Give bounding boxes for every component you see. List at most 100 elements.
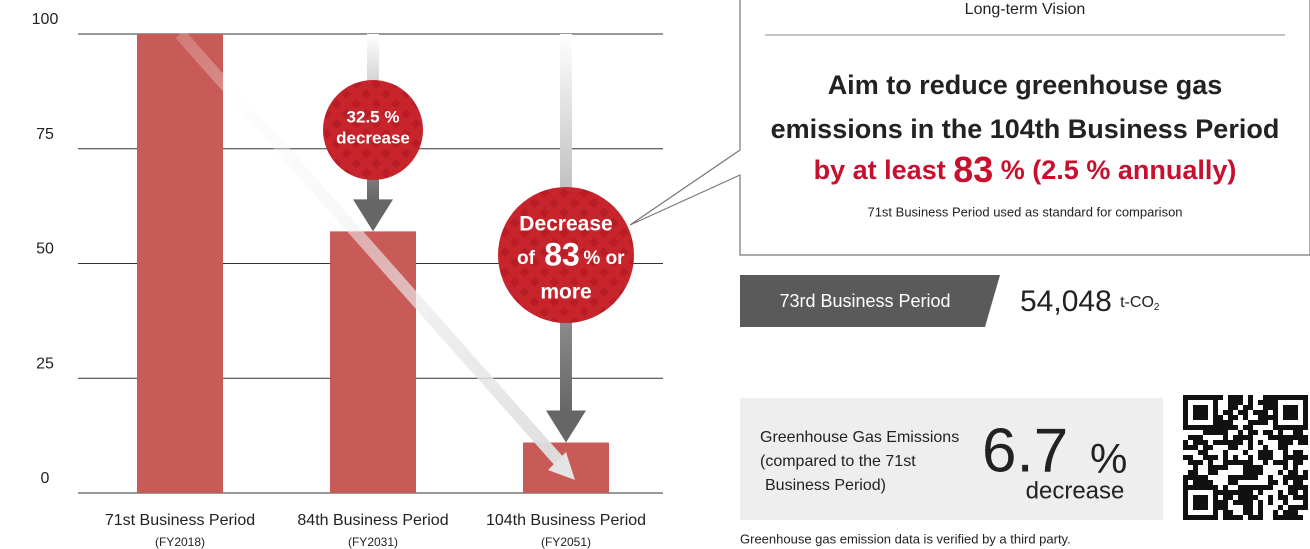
qr-cell [1223,465,1228,470]
qr-cell [1268,415,1273,420]
emissions-change: decrease [1026,477,1125,504]
emissions-label: Business Period) [765,477,886,494]
qr-cell [1283,495,1288,500]
qr-cell [1293,435,1298,440]
qr-cell [1278,445,1283,450]
qr-cell [1233,425,1238,430]
qr-cell [1288,435,1293,440]
qr-cell [1283,480,1288,485]
qr-cell [1198,440,1203,445]
qr-cell [1193,465,1198,470]
qr-cell [1288,470,1293,475]
qr-cell [1213,470,1218,475]
qr-cell [1293,455,1298,460]
qr-cell [1298,485,1303,490]
emissions-box: Greenhouse Gas Emissions (compared to th… [740,398,1163,520]
qr-cell [1243,465,1248,470]
qr-cell [1243,415,1248,420]
qr-cell [1243,475,1248,480]
qr-cell [1263,450,1268,455]
qr-cell [1293,490,1298,495]
qr-cell [1243,495,1248,500]
qr-cell [1303,435,1308,440]
qr-cell [1293,475,1298,480]
qr-cell [1218,415,1223,420]
qr-cell [1283,450,1288,455]
qr-cell [1283,440,1288,445]
period-label: 73rd Business Period [779,291,950,311]
qr-cell [1208,430,1213,435]
qr-cell [1203,475,1208,480]
qr-cell [1288,440,1293,445]
qr-cell [1258,505,1263,510]
highlight-number: 83 [953,149,993,190]
qr-cell [1268,395,1273,400]
qr-cell [1278,435,1283,440]
qr-cell [1293,465,1298,470]
panel-line: Aim to reduce greenhouse gas [828,70,1223,100]
arrow-head [353,199,393,232]
qr-cell [1303,495,1308,500]
qr-cell [1263,455,1268,460]
qr-cell [1253,420,1258,425]
qr-cell [1248,420,1253,425]
qr-cell [1248,400,1253,405]
qr-cell [1223,500,1228,505]
qr-cell [1233,445,1238,450]
qr-cell [1298,450,1303,455]
qr-cell [1273,510,1278,515]
qr-cell [1238,485,1243,490]
qr-cell [1223,430,1228,435]
value: 54,048 [1020,285,1112,318]
qr-cell [1208,455,1213,460]
qr-cell [1298,460,1303,465]
qr-cell [1183,475,1188,480]
highlight-post: % (2.5 % annually) [1001,155,1237,185]
qr-cell [1283,515,1288,520]
qr-cell [1228,400,1233,405]
qr-cell [1293,470,1298,475]
qr-cell [1263,405,1268,410]
qr-cell [1233,435,1238,440]
qr-cell [1298,475,1303,480]
qr-cell [1203,430,1208,435]
qr-cell [1248,455,1253,460]
qr-cell [1248,515,1253,520]
qr-cell [1233,460,1238,465]
y-tick-label: 0 [41,470,50,487]
qr-cell [1223,425,1228,430]
qr-cell [1278,460,1283,465]
qr-cell [1283,510,1288,515]
qr-cell [1283,435,1288,440]
qr-cell [1233,500,1238,505]
period-value: 54,048 t-CO2 [1020,285,1160,318]
badge-text: decrease [336,128,410,147]
bar [330,231,416,493]
qr-cell [1213,440,1218,445]
qr-cell [1203,440,1208,445]
qr-cell [1243,425,1248,430]
qr-cell [1263,400,1268,405]
qr-cell [1253,515,1258,520]
trend-arrow-head [548,452,575,480]
panel-line: emissions in the 104th Business Period [771,114,1280,144]
qr-cell [1228,410,1233,415]
qr-cell [1248,475,1253,480]
qr-cell [1193,470,1198,475]
qr-cell [1248,430,1253,435]
qr-cell [1258,490,1263,495]
qr-cell [1253,410,1258,415]
qr-cell [1258,510,1263,515]
qr-cell [1253,475,1258,480]
badge-text: 32.5 % [347,107,400,126]
qr-cell [1303,505,1308,510]
qr-cell [1228,420,1233,425]
qr-cell [1223,495,1228,500]
qr-cell [1258,500,1263,505]
qr-cell [1248,465,1253,470]
qr-cell [1193,445,1198,450]
qr-cell [1293,430,1298,435]
x-tick-label: 104th Business Period [486,512,646,529]
qr-cell [1303,470,1308,475]
